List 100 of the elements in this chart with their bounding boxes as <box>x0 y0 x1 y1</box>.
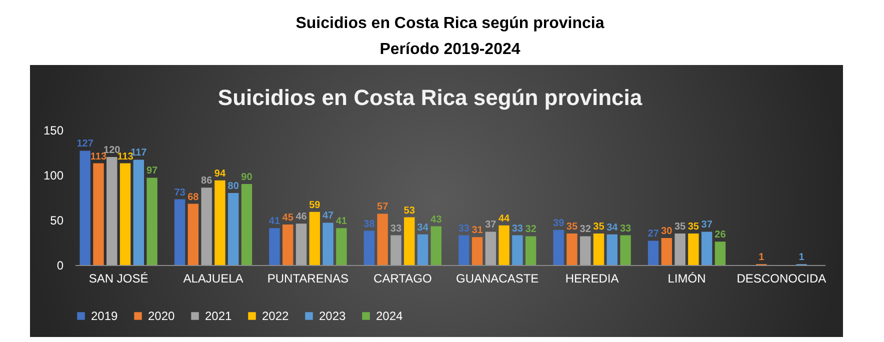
data-label: 37 <box>485 220 497 231</box>
legend-label: 2023 <box>319 309 346 323</box>
bar <box>174 199 186 265</box>
data-label: 35 <box>566 222 578 232</box>
bar <box>648 240 659 265</box>
x-tick-label: ALAJUELA <box>183 272 244 286</box>
data-label: 43 <box>430 214 442 226</box>
bar <box>269 228 280 265</box>
y-tick-label: 100 <box>43 168 64 182</box>
data-label: 57 <box>377 202 389 213</box>
bar <box>282 224 294 265</box>
y-tick-label: 50 <box>50 214 64 228</box>
bar <box>553 230 564 265</box>
bar <box>146 178 158 265</box>
data-label: 33 <box>390 223 402 234</box>
bar <box>309 212 320 265</box>
data-label: 35 <box>593 222 605 232</box>
bar <box>525 236 536 265</box>
data-label: 80 <box>228 181 240 192</box>
bar <box>80 150 90 265</box>
y-tick-label: 0 <box>56 258 64 272</box>
data-label: 26 <box>714 230 726 241</box>
bar <box>472 237 483 265</box>
data-label: 97 <box>146 166 158 177</box>
x-tick-label: LIMÓN <box>668 272 706 286</box>
bar <box>606 234 618 265</box>
bar <box>336 228 347 265</box>
bar <box>228 193 239 265</box>
data-label: 44 <box>498 213 510 224</box>
data-label: 34 <box>606 222 618 234</box>
x-tick-label: CARTAGO <box>374 272 432 286</box>
bar <box>322 222 334 265</box>
bar <box>404 217 415 265</box>
bar <box>620 235 631 265</box>
data-label: 68 <box>188 192 200 203</box>
data-label: 35 <box>688 222 700 232</box>
data-label: 41 <box>268 216 280 228</box>
bar <box>241 184 252 265</box>
bar <box>701 232 712 265</box>
x-tick-label: DESCONOCIDA <box>736 272 826 286</box>
bar <box>133 160 144 265</box>
bar <box>512 235 523 265</box>
data-label: 30 <box>661 226 673 237</box>
data-label: 90 <box>241 172 253 183</box>
bar <box>364 230 375 265</box>
bar <box>417 234 428 265</box>
data-label: 33 <box>458 223 470 234</box>
data-label: 1 <box>758 252 765 264</box>
x-tick-label: PUNTARENAS <box>267 272 349 286</box>
bar <box>214 180 226 265</box>
bar <box>593 234 604 265</box>
text: Suicidios en Costa Rica según provincia <box>218 85 643 110</box>
bar <box>430 226 442 265</box>
legend-label: 2020 <box>148 309 176 323</box>
bar <box>377 214 388 265</box>
legend-label: 2024 <box>376 309 404 323</box>
bar <box>661 238 672 265</box>
bar <box>458 235 470 265</box>
bar <box>580 236 591 265</box>
data-label: 41 <box>336 216 348 228</box>
data-label: 31 <box>472 225 484 236</box>
legend-label: 2019 <box>91 309 118 323</box>
data-label: 33 <box>512 223 524 234</box>
bar <box>188 204 199 265</box>
data-label: 127 <box>76 138 94 150</box>
data-label: 1 <box>798 252 805 264</box>
bar <box>674 234 686 265</box>
data-label: 38 <box>364 218 376 230</box>
legend-label: 2022 <box>262 309 290 323</box>
data-label: 45 <box>282 212 294 224</box>
chart-subtitle: Período 2019-2024 <box>380 41 520 58</box>
data-label: 86 <box>201 176 213 187</box>
x-tick-label: HEREDIA <box>565 272 619 286</box>
bar <box>485 232 496 265</box>
bar <box>498 225 510 265</box>
data-label: 46 <box>296 212 308 223</box>
data-label: 113 <box>117 151 134 162</box>
data-label: 53 <box>404 205 416 216</box>
x-tick-label: GUANACASTE <box>456 272 539 286</box>
y-tick-label: 150 <box>43 124 64 138</box>
bar <box>714 242 726 265</box>
data-label: 73 <box>174 187 186 198</box>
data-label: 113 <box>90 151 107 162</box>
data-label: 37 <box>701 220 713 231</box>
data-label: 32 <box>525 224 537 236</box>
bar <box>93 163 104 265</box>
bar <box>688 234 699 265</box>
data-label: 47 <box>322 210 334 222</box>
x-tick-label: SAN JOSÉ <box>88 272 148 286</box>
bar <box>106 157 118 265</box>
bar <box>201 188 212 265</box>
legend-label: 2021 <box>205 309 232 323</box>
bar <box>296 224 307 265</box>
chart-title: Suicidios en Costa Rica según provincia <box>296 15 604 32</box>
data-label: 94 <box>214 168 226 180</box>
data-label: 34 <box>417 222 429 234</box>
data-label: 32 <box>580 224 592 236</box>
data-label: 59 <box>309 200 321 211</box>
data-label: 39 <box>553 218 565 229</box>
bar <box>566 234 578 265</box>
